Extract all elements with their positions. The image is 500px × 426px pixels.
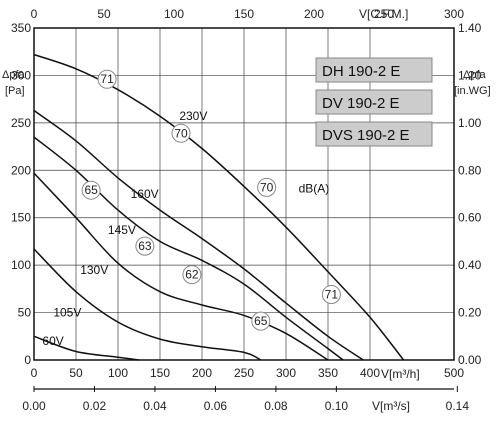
model-badge-0 xyxy=(315,57,433,83)
curve-label-0: 230V xyxy=(179,109,207,123)
bottom-primary-axis-label: V[m³/h] xyxy=(381,367,420,381)
right-tick-label-1: 0.20 xyxy=(458,306,482,320)
noise-marker-label-6: 65 xyxy=(254,314,268,328)
model-badges: DH 190-2 E DV 190-2 E DVS 190-2 E xyxy=(315,57,433,147)
y-tick-label-1: 50 xyxy=(18,306,32,320)
x-tick-label-9: 500 xyxy=(444,366,464,380)
noise-marker-circle-7 xyxy=(321,285,341,305)
noise-marker-circle-2 xyxy=(81,180,101,200)
curve-label-3: 130V xyxy=(80,263,108,277)
noise-marker-label-7: 71 xyxy=(325,288,339,302)
right-tick-label-3: 0.60 xyxy=(458,211,482,225)
right-axis-unit: [in.WG] xyxy=(454,85,491,97)
noise-marker-circle-4 xyxy=(182,265,202,285)
noise-marker-circle-0 xyxy=(97,69,117,89)
curve-label-4: 105V xyxy=(53,306,81,320)
secondary-tick-label-1: 0.02 xyxy=(83,399,107,413)
noise-marker-label-1: 70 xyxy=(174,126,188,140)
left-axis-label: Δpfa xyxy=(2,69,26,81)
curve-label-5: 60V xyxy=(42,334,63,348)
secondary-tick-label-0: 0.00 xyxy=(22,399,46,413)
right-tick-label-4: 0.80 xyxy=(458,163,482,177)
y-tick-label-0: 0 xyxy=(24,353,31,367)
top-tick-label-6: 300 xyxy=(444,7,464,21)
right-axis-label: Δpfa xyxy=(463,69,487,81)
right-tick-label-6: 1.20 xyxy=(458,68,482,82)
right-tick-label-0: 0.00 xyxy=(458,353,482,367)
noise-level-markers: 71 70 65 63 62 70 65 71 xyxy=(81,69,341,331)
curve-label-6: dB(A) xyxy=(299,181,330,195)
curve-labels: 230V 160V 145V 130V 105V 60V dB(A) xyxy=(42,109,329,348)
x-tick-label-7: 350 xyxy=(318,366,338,380)
noise-marker-label-3: 63 xyxy=(138,239,152,253)
noise-marker-circle-6 xyxy=(251,311,271,331)
model-badge-label-1: DV 190-2 E xyxy=(322,95,400,112)
top-tick-label-2: 100 xyxy=(164,7,184,21)
right-tick-label-2: 0.40 xyxy=(458,258,482,272)
model-badge-label-2: DVS 190-2 E xyxy=(322,127,410,144)
secondary-tick-label-2: 0.04 xyxy=(143,399,167,413)
curve-60V xyxy=(33,335,140,361)
noise-marker-circle-5 xyxy=(257,177,277,197)
x-tick-label-0: 0 xyxy=(31,366,38,380)
secondary-tick-label-3: 0.06 xyxy=(204,399,228,413)
model-badge-label-0: DH 190-2 E xyxy=(322,63,400,80)
pressure-curves xyxy=(33,53,405,361)
x-tick-label-5: 250 xyxy=(234,366,254,380)
y-tick-label-2: 100 xyxy=(11,258,31,272)
top-tick-label-1: 50 xyxy=(97,7,111,21)
axis-titles: Δpfa [Pa] Δpfa [in.WG] V[C.F.M.] V[m³/h]… xyxy=(2,7,491,413)
left-axis-unit: [Pa] xyxy=(5,85,25,97)
secondary-tick-label-4: 0.08 xyxy=(264,399,288,413)
curve-label-1: 160V xyxy=(131,187,159,201)
y-tick-label-3: 150 xyxy=(11,211,31,225)
model-badge-1 xyxy=(315,89,433,115)
bottom-secondary-axis-label: V[m³/s] xyxy=(372,399,410,413)
y-tick-label-4: 200 xyxy=(11,163,31,177)
axis-ticks: 0 50 100 150 200 250 300 350 400 5000501001502002… xyxy=(11,7,482,413)
noise-marker-label-5: 70 xyxy=(260,180,274,194)
model-badge-2 xyxy=(315,121,433,147)
x-tick-label-8: 400 xyxy=(360,366,380,380)
right-tick-label-5: 1.00 xyxy=(458,116,482,130)
noise-marker-circle-1 xyxy=(171,123,191,143)
top-axis-label: V[C.F.M.] xyxy=(359,7,408,21)
x-tick-label-3: 150 xyxy=(150,366,170,380)
noise-marker-label-0: 71 xyxy=(100,72,114,86)
y-tick-label-6: 300 xyxy=(11,68,31,82)
curve-105V xyxy=(33,248,262,361)
secondary-tick-label-6: 0.14 xyxy=(446,399,470,413)
curve-label-2: 145V xyxy=(108,223,136,237)
x-tick-label-6: 300 xyxy=(276,366,296,380)
curve-230V xyxy=(33,53,405,361)
x-tick-label-2: 100 xyxy=(108,366,128,380)
curve-130V xyxy=(33,172,329,361)
curve-160V xyxy=(33,109,364,361)
y-tick-label-7: 350 xyxy=(11,21,31,35)
noise-marker-circle-3 xyxy=(135,236,155,256)
y-tick-label-5: 250 xyxy=(11,116,31,130)
top-tick-label-5: 250 xyxy=(374,7,394,21)
secondary-tick-label-5: 0.10 xyxy=(325,399,349,413)
noise-marker-label-2: 65 xyxy=(84,183,98,197)
x-tick-label-1: 50 xyxy=(69,366,83,380)
x-tick-label-4: 200 xyxy=(192,366,212,380)
top-tick-label-0: 0 xyxy=(31,7,38,21)
top-tick-label-3: 150 xyxy=(234,7,254,21)
plot-frame xyxy=(33,27,455,361)
noise-marker-label-4: 62 xyxy=(185,268,199,282)
top-tick-label-4: 200 xyxy=(304,7,324,21)
right-tick-label-7: 1.40 xyxy=(458,21,482,35)
